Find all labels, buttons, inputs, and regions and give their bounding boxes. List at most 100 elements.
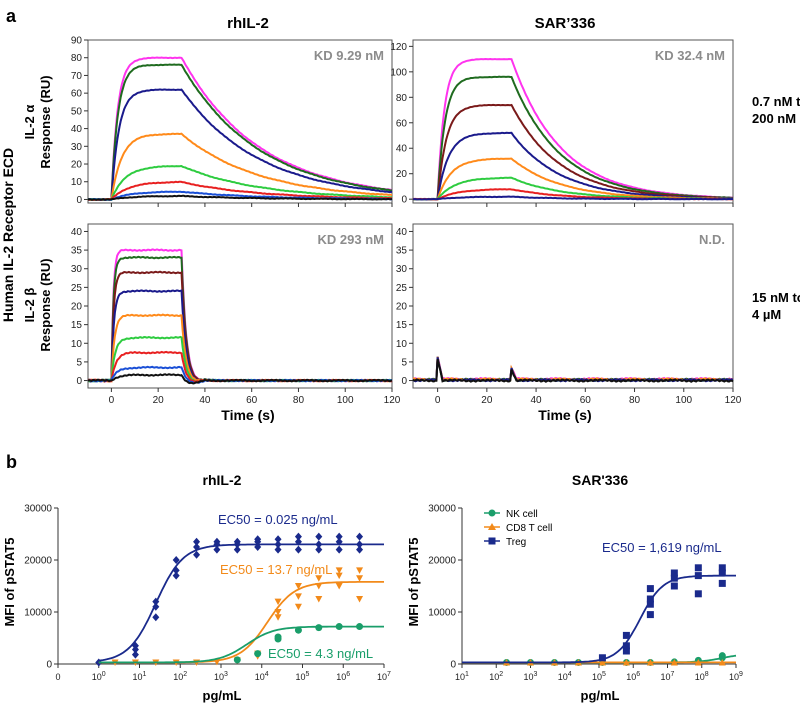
data-point: [718, 579, 726, 587]
data-point: [131, 641, 139, 650]
series-line-conc-4: [87, 313, 393, 383]
data-point: [646, 585, 654, 593]
data-point: [95, 658, 103, 667]
x-tick-label: 20: [153, 395, 165, 406]
x-tick-label: 107: [661, 671, 675, 682]
series-line-conc-6: [412, 356, 734, 383]
data-point: [274, 614, 282, 621]
data-point: [315, 545, 323, 554]
y-tick-label: 80: [71, 53, 83, 64]
data-point: [646, 658, 654, 666]
x-tick-label: 103: [524, 671, 538, 682]
data-point: [670, 574, 678, 582]
data-point: [356, 623, 364, 631]
y-tick-label: 5: [76, 357, 82, 368]
x-tick-label: 102: [173, 671, 187, 682]
data-point: [213, 545, 221, 554]
data-point: [694, 564, 702, 572]
y-tick-label: 120: [390, 42, 407, 53]
data-point: [131, 650, 139, 659]
y-tick-label: 10000: [24, 608, 52, 619]
x-tick-label: 105: [592, 671, 606, 682]
y-tick-label: 30: [71, 142, 83, 153]
y-tick-label: 30000: [428, 504, 456, 515]
data-point: [694, 572, 702, 580]
x-tick-label: 104: [255, 671, 269, 682]
data-point: [294, 626, 302, 634]
y-tick-label: 5: [401, 357, 407, 368]
x-tick-label: 106: [336, 671, 350, 682]
data-point: [622, 658, 630, 666]
series-line-conc-8: [412, 356, 734, 382]
y-tick-label: 40: [71, 124, 83, 135]
data-point: [622, 642, 630, 650]
data-point: [335, 583, 343, 590]
x-tick-label: 60: [580, 395, 592, 406]
y-tick-label: 60: [71, 89, 83, 100]
x-tick-label: 108: [695, 671, 709, 682]
data-point: [152, 602, 160, 611]
data-point: [315, 596, 323, 603]
y-tick-label: 10: [71, 177, 83, 188]
series-line-conc-1: [412, 358, 734, 383]
y-tick-label: 0: [450, 660, 456, 671]
data-point: [315, 575, 323, 582]
x-tick-label: 104: [558, 671, 572, 682]
x-tick-label: 40: [199, 395, 211, 406]
series-line-conc-6: [87, 270, 393, 383]
data-point: [152, 613, 160, 622]
x-tick-label: 101: [455, 671, 469, 682]
y-tick-label: 60: [396, 118, 408, 129]
x-tick-label: 109: [729, 671, 743, 682]
conc-label-alpha-line2: 200 nM: [752, 111, 796, 126]
series-line-conc-4: [87, 164, 393, 201]
series-line-conc-2: [412, 357, 734, 383]
data-point: [193, 550, 201, 559]
x-title-b-left: pg/mL: [203, 688, 242, 703]
chart-title-b-rhil2: rhIL-2: [203, 472, 242, 488]
y-tick-label: 70: [71, 71, 83, 82]
data-point: [254, 543, 262, 551]
data-point: [646, 611, 654, 619]
data-point: [718, 658, 726, 666]
data-point: [694, 658, 702, 666]
x-tick-label: 80: [629, 395, 641, 406]
data-point: [172, 566, 180, 575]
data-point: [356, 540, 364, 549]
data-point: [670, 658, 678, 666]
data-point: [274, 598, 282, 606]
y-tick-label: 15: [396, 320, 408, 331]
y-tick-label: 0: [46, 660, 52, 671]
series-line-conc-7: [87, 63, 393, 201]
series-line-conc-3: [87, 180, 393, 201]
y-tick-label: 50: [71, 106, 83, 117]
x-tick-label: 100: [337, 395, 354, 406]
data-point: [193, 543, 201, 551]
data-point: [356, 532, 364, 541]
data-point: [335, 545, 343, 554]
series-line-conc-4: [412, 356, 734, 382]
y-tick-label: 80: [396, 93, 408, 104]
data-point: [335, 623, 343, 631]
x-tick-label: 120: [725, 395, 742, 406]
data-point: [233, 537, 241, 546]
data-point: [294, 583, 302, 590]
y-tick-label: 40: [396, 144, 408, 155]
data-point: [294, 603, 302, 611]
data-point: [315, 583, 323, 590]
x-tick-label: 103: [214, 671, 228, 682]
ec50-label-cd8: EC50 = 13.7 ng/mL: [220, 562, 332, 577]
series-line-conc-1: [412, 195, 734, 201]
kd-annotation: N.D.: [699, 232, 725, 247]
sensorgram-a_rhil2_beta: 0 5 10 15 20 25 30 35 40 0 20 40 60 80 100 120 KD 293 nM: [71, 223, 401, 406]
data-point: [213, 658, 221, 666]
row-label-alpha-line2: Response (RU): [38, 75, 53, 168]
y-tick-label: 0: [401, 195, 407, 206]
x-tick-label: 105: [296, 671, 310, 682]
data-point: [254, 535, 262, 544]
y-tick-label: 10: [396, 339, 408, 350]
y-tick-label: 0: [76, 195, 82, 206]
dose-response-b_sar: 0 10000 20000 30000 101 102 103 104 105 106 107 108…: [428, 504, 743, 683]
panel-a-label: a: [6, 6, 17, 26]
y-tick-label: 35: [396, 246, 408, 257]
